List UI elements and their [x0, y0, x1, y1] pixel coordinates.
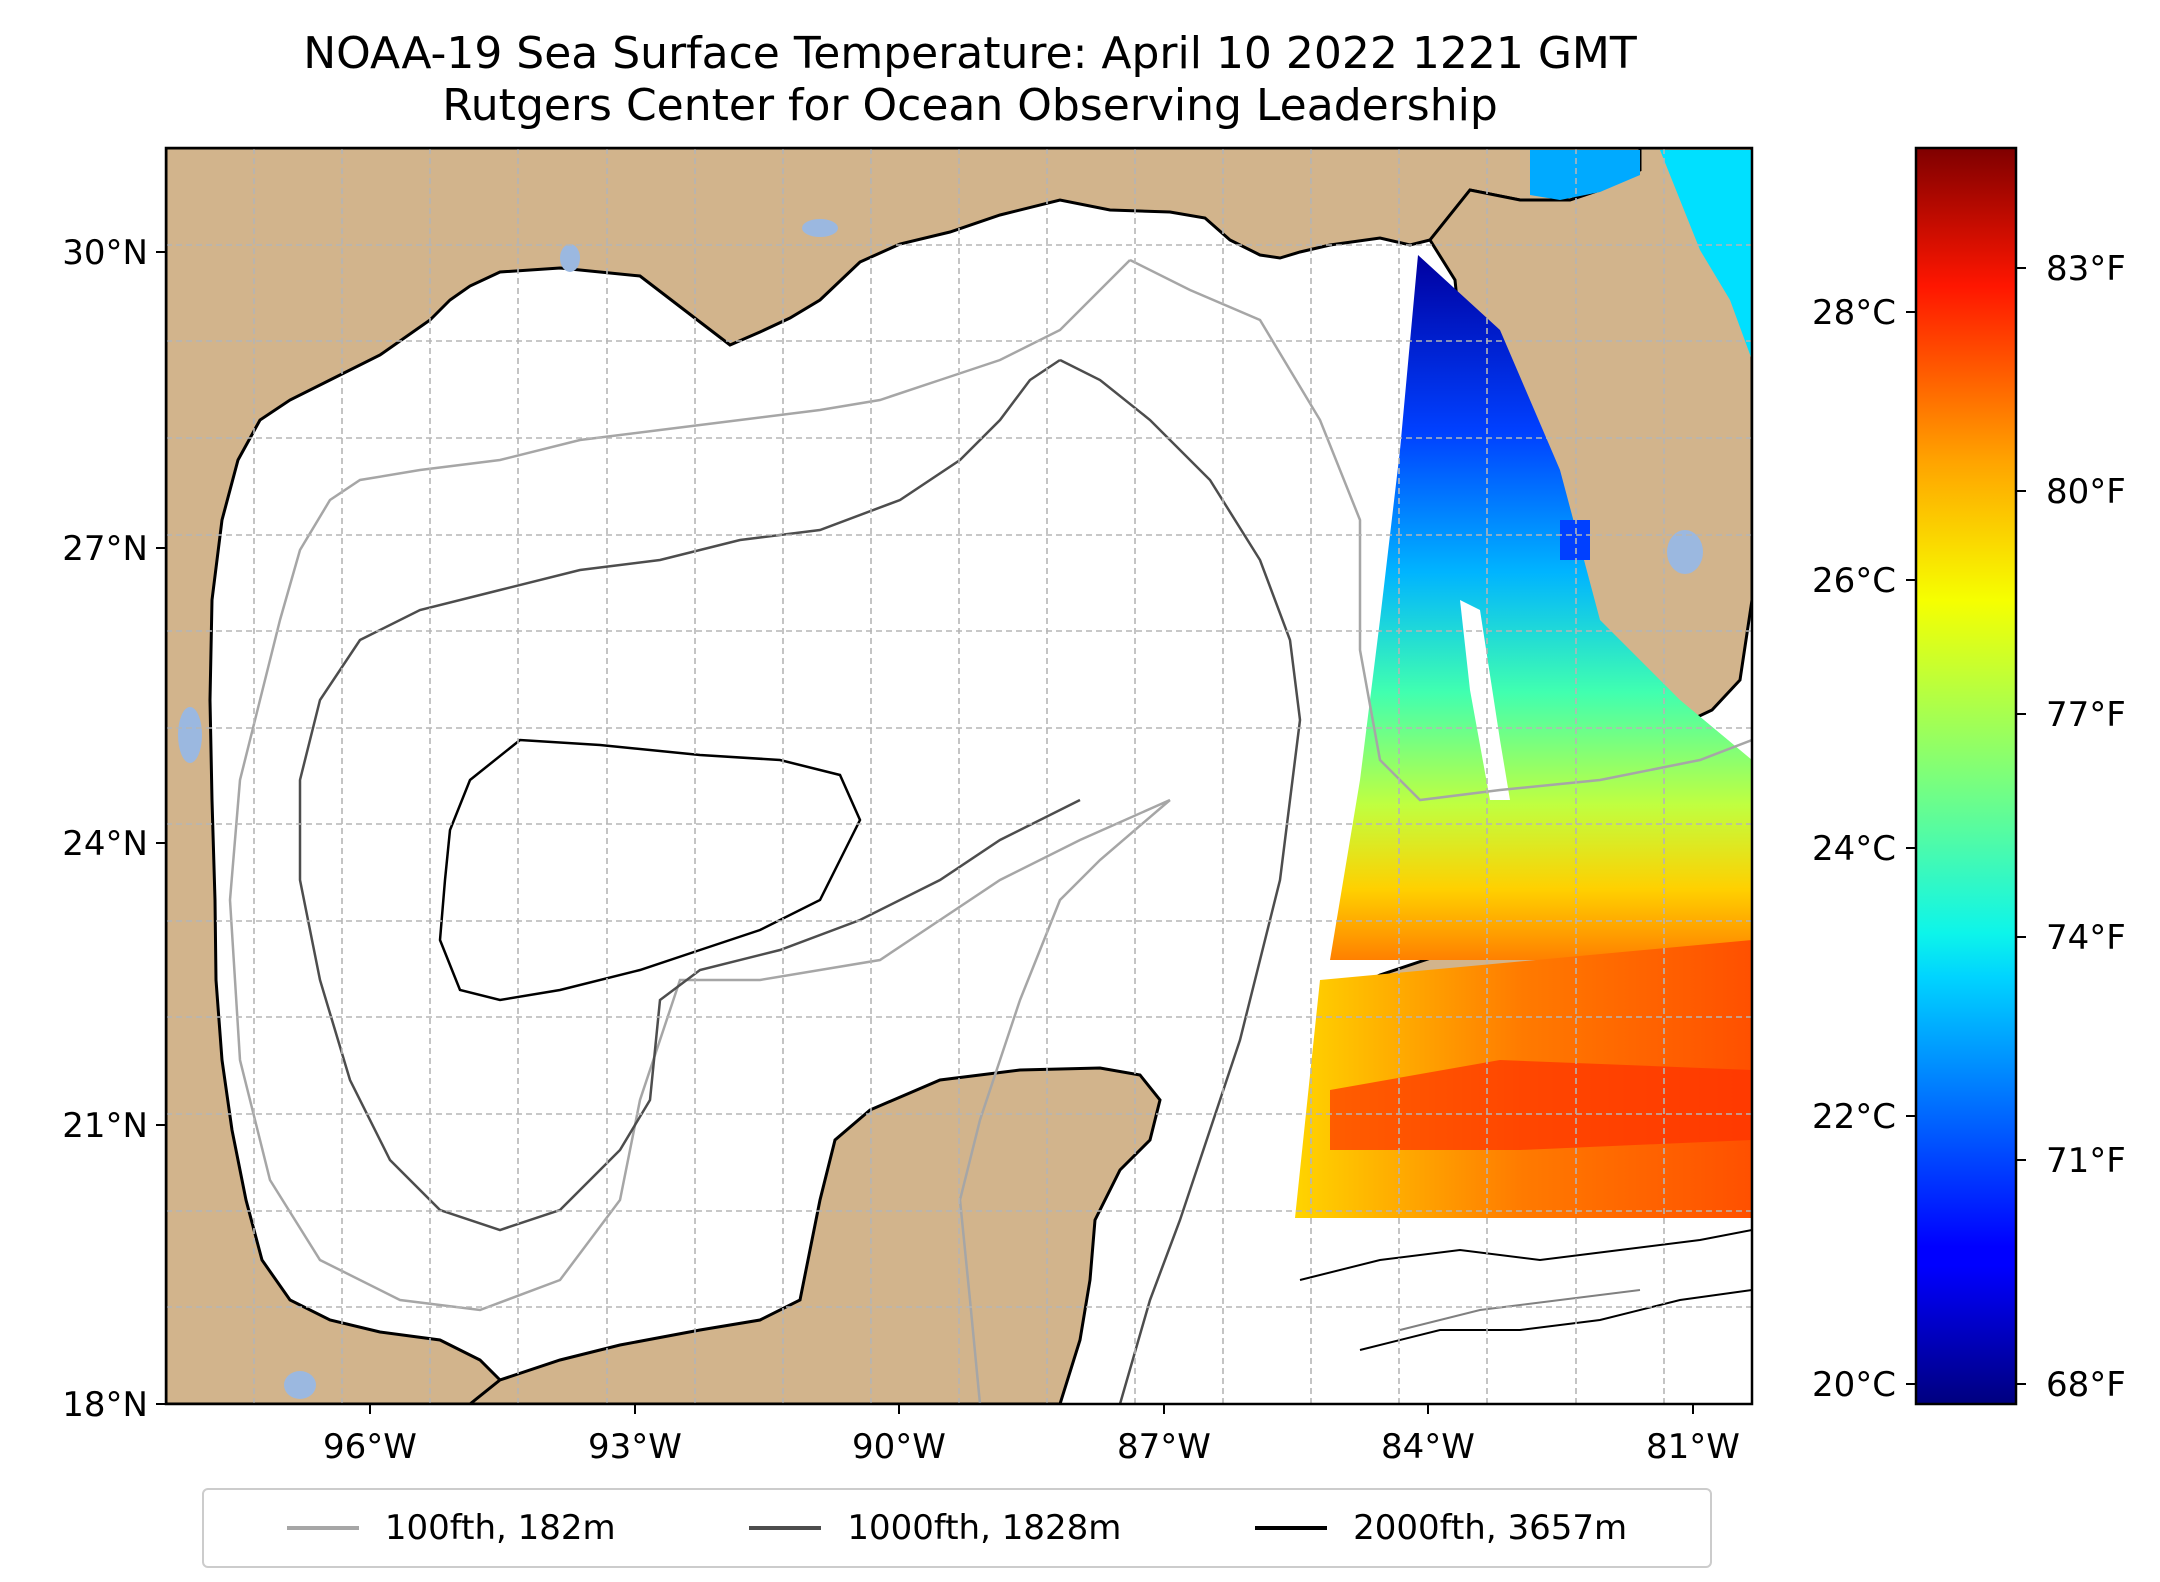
celsius-tick-label: 26°C [1812, 561, 1896, 601]
lon-tick-label: 90°W [852, 1427, 946, 1467]
lon-tick-label: 81°W [1646, 1427, 1740, 1467]
contour-1000fth [298, 358, 1302, 1404]
lon-tick-label: 96°W [323, 1427, 417, 1467]
celsius-tick-label: 20°C [1812, 1365, 1896, 1405]
map-subtitle: Rutgers Center for Ocean Observing Leade… [442, 80, 1498, 131]
contour-legend: 100fth, 182m 1000fth, 1828m 2000fth, 365… [202, 1488, 1712, 1568]
legend-entry-100fth: 100fth, 182m [286, 1508, 616, 1548]
longitude-axis: 96°W 93°W 90°W 87°W 84°W 81°W [323, 1404, 1740, 1467]
map-panel [166, 148, 1752, 1404]
land-north-america [166, 148, 1642, 1404]
map-frame [164, 146, 1754, 1406]
contour-100fth [228, 258, 1752, 1404]
sst-swath [1295, 150, 1752, 1218]
legend-swatch [286, 1526, 359, 1530]
lat-tick-label: 18°N [62, 1385, 148, 1425]
legend-label: 2000fth, 3657m [1353, 1508, 1628, 1548]
lat-tick-label: 30°N [62, 233, 148, 273]
fahrenheit-tick-label: 74°F [2046, 918, 2126, 958]
bathymetry-contours [228, 258, 1752, 1404]
celsius-tick-label: 28°C [1812, 293, 1896, 333]
fahrenheit-tick-label: 77°F [2046, 695, 2126, 735]
fahrenheit-tick-label: 83°F [2046, 249, 2126, 289]
lat-tick-label: 21°N [62, 1106, 148, 1146]
legend-swatch [749, 1526, 822, 1530]
contour-2000fth [438, 738, 862, 1002]
map-title: NOAA-19 Sea Surface Temperature: April 1… [303, 28, 1637, 79]
celsius-tick-label: 24°C [1812, 829, 1896, 869]
colorbar: 20°C 22°C 24°C 26°C 28°C 68°F 71°F 74°F … [1812, 146, 2126, 1406]
legend-label: 1000fth, 1828m [847, 1508, 1122, 1548]
lakes [178, 219, 1703, 1399]
lon-tick-label: 87°W [1117, 1427, 1211, 1467]
lon-tick-label: 84°W [1381, 1427, 1475, 1467]
celsius-tick-label: 22°C [1812, 1097, 1896, 1137]
legend-entry-2000fth: 2000fth, 3657m [1255, 1508, 1627, 1548]
colorbar-gradient [1914, 146, 2018, 1406]
fahrenheit-tick-label: 68°F [2046, 1365, 2126, 1405]
legend-swatch [1255, 1526, 1328, 1530]
land-yucatan [467, 1066, 1162, 1404]
lat-tick-label: 24°N [62, 824, 148, 864]
fahrenheit-tick-label: 80°F [2046, 472, 2126, 512]
legend-entry-1000fth: 1000fth, 1828m [749, 1508, 1121, 1548]
lat-tick-label: 27°N [62, 529, 148, 569]
lon-tick-label: 93°W [588, 1427, 682, 1467]
gridlines [166, 148, 1752, 1404]
latitude-axis: 18°N 21°N 24°N 27°N 30°N [62, 233, 166, 1425]
legend-label: 100fth, 182m [384, 1508, 616, 1548]
fahrenheit-tick-label: 71°F [2046, 1141, 2126, 1181]
